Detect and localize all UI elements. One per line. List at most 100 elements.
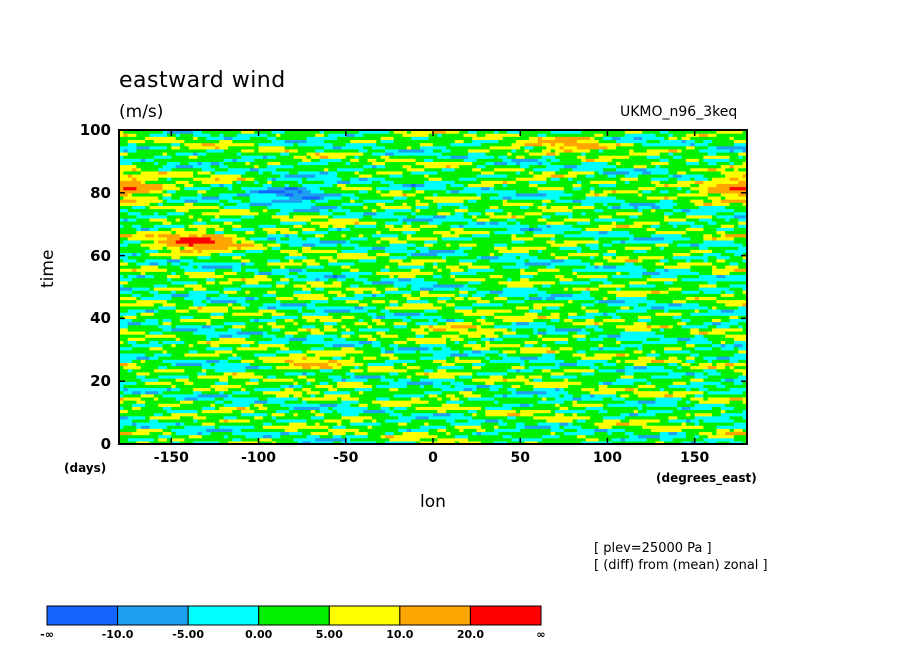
- heatmap-cell: [166, 148, 172, 153]
- heatmap-cell: [319, 214, 325, 219]
- heatmap-cell: [245, 271, 251, 276]
- heatmap-cell: [262, 390, 268, 395]
- heatmap-cell: [254, 214, 260, 219]
- heatmap-cell: [267, 277, 273, 282]
- heatmap-cell: [184, 434, 190, 439]
- heatmap-cell: [219, 340, 225, 345]
- heatmap-cell: [245, 400, 251, 404]
- heatmap-cell: [119, 217, 124, 222]
- heatmap-cell: [323, 330, 329, 335]
- heatmap-cell: [323, 374, 329, 379]
- heatmap-cell: [332, 437, 338, 442]
- heatmap-cell: [162, 255, 168, 260]
- heatmap-cell: [127, 195, 133, 200]
- heatmap-cell: [271, 246, 277, 250]
- heatmap-cell: [210, 337, 216, 341]
- heatmap-cell: [228, 321, 233, 326]
- heatmap-cell: [153, 258, 159, 263]
- heatmap-cell: [193, 158, 199, 162]
- heatmap-cell: [332, 252, 338, 257]
- heatmap-cell: [276, 208, 281, 213]
- heatmap-cell: [232, 211, 238, 216]
- heatmap-cell: [132, 192, 138, 197]
- heatmap-cell: [219, 318, 225, 323]
- heatmap-cell: [127, 136, 133, 141]
- heatmap-cell: [149, 308, 155, 313]
- heatmap-cell: [302, 337, 308, 341]
- heatmap-cell: [210, 136, 216, 141]
- heatmap-cell: [271, 378, 277, 382]
- heatmap-cell: [293, 359, 299, 363]
- heatmap-cell: [315, 396, 321, 401]
- heatmap-cell: [228, 365, 233, 370]
- heatmap-cell: [254, 437, 260, 442]
- heatmap-cell: [258, 352, 264, 357]
- heatmap-cell: [245, 403, 251, 407]
- heatmap-cell: [258, 400, 264, 404]
- heatmap-cell: [262, 214, 268, 219]
- heatmap-cell: [284, 403, 290, 407]
- heatmap-cell: [206, 261, 212, 266]
- heatmap-cell: [254, 374, 260, 379]
- heatmap-cell: [184, 221, 190, 225]
- heatmap-cell: [310, 365, 316, 370]
- heatmap-cell: [180, 151, 186, 156]
- heatmap-cell: [271, 362, 277, 367]
- heatmap-cell: [280, 261, 286, 266]
- heatmap-cell: [184, 142, 190, 147]
- heatmap-cell: [123, 246, 129, 250]
- heatmap-cell: [236, 356, 242, 360]
- heatmap-cell: [241, 280, 247, 285]
- heatmap-cell: [306, 158, 312, 162]
- heatmap-cell: [184, 261, 190, 266]
- heatmap-cell: [206, 299, 212, 304]
- heatmap-cell: [219, 208, 225, 213]
- heatmap-cell: [289, 236, 295, 241]
- heatmap-cell: [302, 265, 308, 269]
- heatmap-cell: [119, 390, 124, 395]
- heatmap-cell: [162, 359, 168, 363]
- heatmap-cell: [149, 296, 155, 301]
- heatmap-cell: [245, 283, 251, 288]
- heatmap-cell: [223, 308, 229, 313]
- heatmap-cell: [302, 189, 308, 194]
- heatmap-cell: [258, 312, 264, 316]
- heatmap-cell: [258, 161, 264, 166]
- heatmap-cell: [228, 280, 233, 285]
- heatmap-cell: [258, 192, 264, 197]
- heatmap-cell: [201, 274, 207, 279]
- heatmap-cell: [119, 271, 124, 276]
- heatmap-cell: [140, 283, 146, 288]
- heatmap-cell: [223, 205, 229, 210]
- heatmap-cell: [232, 324, 238, 329]
- heatmap-cell: [201, 437, 207, 442]
- heatmap-cell: [315, 302, 321, 307]
- heatmap-cell: [180, 334, 186, 338]
- heatmap-cell: [136, 161, 142, 166]
- heatmap-cell: [123, 393, 129, 398]
- heatmap-cell: [180, 403, 186, 407]
- heatmap-cell: [219, 371, 225, 376]
- heatmap-cell: [171, 428, 177, 433]
- heatmap-cell: [293, 324, 299, 329]
- heatmap-cell: [328, 368, 334, 373]
- heatmap-cell: [123, 249, 129, 254]
- heatmap-cell: [223, 280, 229, 285]
- heatmap-cell: [166, 431, 172, 436]
- heatmap-cell: [315, 199, 321, 203]
- heatmap-cell: [262, 346, 268, 351]
- heatmap-cell: [315, 403, 321, 407]
- heatmap-cell: [140, 195, 146, 200]
- heatmap-cell: [289, 299, 295, 304]
- heatmap-cell: [302, 374, 308, 379]
- heatmap-cell: [332, 296, 338, 301]
- heatmap-cell: [184, 418, 190, 423]
- heatmap-cell: [228, 418, 233, 423]
- heatmap-cell: [145, 274, 151, 279]
- heatmap-cell: [132, 155, 138, 159]
- heatmap-cell: [140, 381, 146, 385]
- heatmap-cell: [254, 268, 260, 272]
- heatmap-cell: [171, 422, 177, 426]
- heatmap-cell: [284, 243, 290, 247]
- heatmap-cell: [171, 167, 177, 172]
